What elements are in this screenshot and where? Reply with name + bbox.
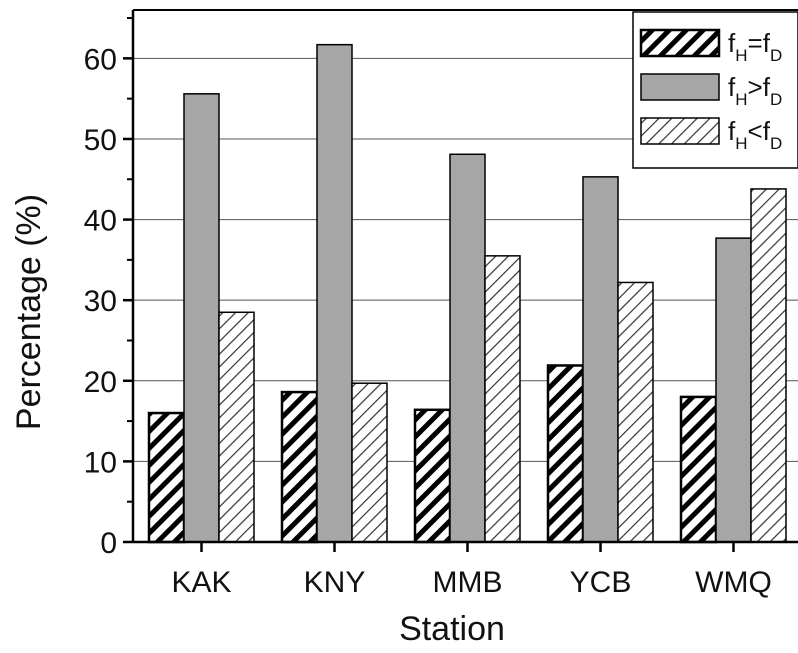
bar-mmb-0 xyxy=(413,408,452,544)
x-tick-label: MMB xyxy=(433,566,503,599)
legend-swatch xyxy=(640,117,720,145)
x-axis-title: Station xyxy=(399,610,505,648)
x-tick-label: WMQ xyxy=(695,566,772,599)
x-tick-labels: KAK KNY MMB YCB WMQ xyxy=(171,542,772,599)
x-tick-label: KAK xyxy=(171,566,231,599)
legend-swatch xyxy=(639,28,721,58)
bar-kny-0 xyxy=(280,390,319,544)
legend: fH=fD fH>fD fH<fD xyxy=(632,11,798,169)
y-tick-label: 0 xyxy=(100,527,117,560)
y-axis-title: Percentage (%) xyxy=(10,194,48,430)
y-tick-label: 50 xyxy=(84,124,117,157)
bar-kny-1 xyxy=(316,43,353,543)
x-tick-label: KNY xyxy=(304,566,366,599)
legend-label: fH>fD xyxy=(728,72,782,109)
y-tick-label: 40 xyxy=(84,205,117,238)
bar-wmq-1 xyxy=(715,237,752,543)
bar-kak-2 xyxy=(218,311,255,543)
legend-label: fH=fD xyxy=(728,28,782,65)
y-tick-labels: 0 10 20 30 40 50 60 xyxy=(84,17,133,560)
bars xyxy=(147,43,787,544)
bar-kak-0 xyxy=(147,411,186,544)
bar-mmb-2 xyxy=(484,255,521,543)
bar-ycb-2 xyxy=(617,281,654,543)
bar-kny-2 xyxy=(351,382,388,543)
bar-wmq-0 xyxy=(679,395,718,544)
bar-wmq-2 xyxy=(750,188,787,543)
bar-kak-1 xyxy=(183,93,220,543)
y-tick-label: 30 xyxy=(84,285,117,318)
legend-label: fH<fD xyxy=(728,116,782,153)
bar-ycb-0 xyxy=(546,364,585,544)
bar-ycb-1 xyxy=(582,176,619,543)
y-tick-label: 60 xyxy=(84,43,117,76)
y-tick-label: 20 xyxy=(84,366,117,399)
y-tick-label: 10 xyxy=(84,446,117,479)
bar-mmb-1 xyxy=(449,153,486,543)
x-tick-label: YCB xyxy=(570,566,632,599)
legend-swatch xyxy=(640,73,720,101)
